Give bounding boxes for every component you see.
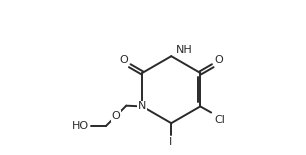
Text: HO: HO (72, 121, 89, 131)
Text: O: O (214, 55, 223, 65)
Text: NH: NH (176, 45, 192, 55)
Text: O: O (112, 111, 121, 121)
Text: O: O (120, 55, 129, 65)
Text: I: I (169, 137, 172, 147)
Text: Cl: Cl (214, 115, 225, 125)
Text: N: N (138, 101, 147, 111)
